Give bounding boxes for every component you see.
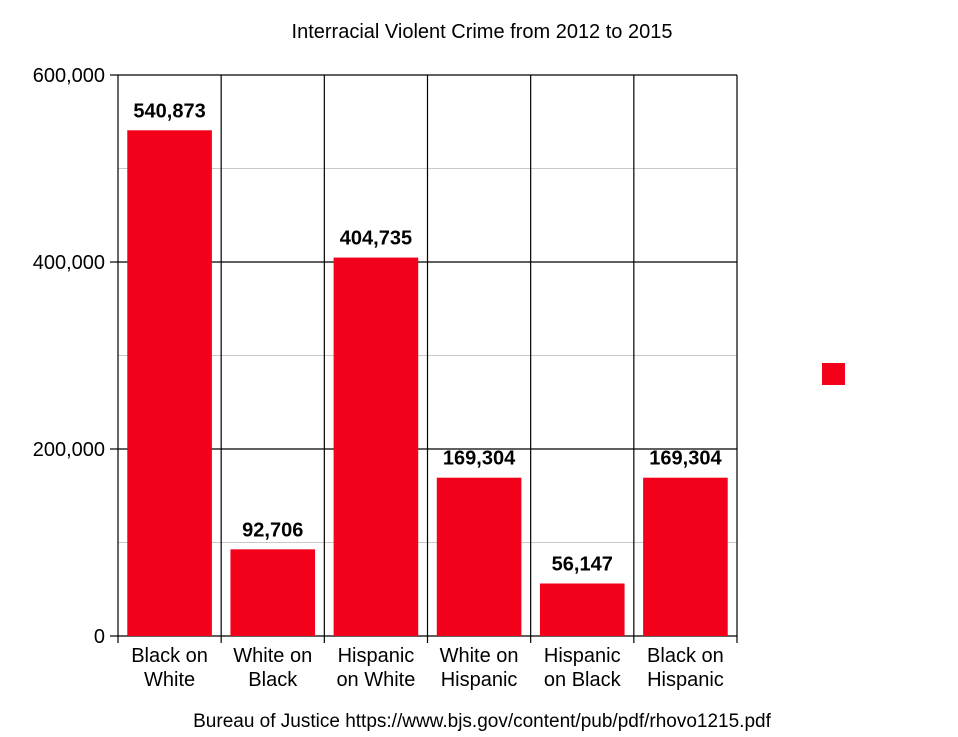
x-tick-label: White on Hispanic (440, 645, 519, 691)
legend-swatch (822, 363, 845, 385)
y-tick-label: 0 (94, 626, 105, 648)
chart-title: Interracial Violent Crime from 2012 to 2… (292, 21, 673, 43)
value-label: 404,735 (340, 228, 412, 250)
value-label: 92,706 (242, 519, 303, 541)
x-tick-label: Black on Hispanic (647, 645, 724, 691)
x-tick-label: Hispanic on Black (544, 645, 622, 691)
y-tick-label: 200,000 (33, 439, 105, 461)
bar (230, 549, 316, 636)
value-label: 540,873 (133, 100, 205, 122)
value-label: 56,147 (552, 554, 613, 576)
source-note: Bureau of Justice https://www.bjs.gov/co… (193, 711, 771, 732)
y-tick-label: 400,000 (33, 252, 105, 274)
bar (436, 477, 522, 636)
value-label: 169,304 (649, 448, 722, 470)
bar (127, 130, 212, 636)
x-tick-label: Black on White (131, 645, 208, 691)
bar (333, 257, 419, 636)
y-tick-label: 600,000 (33, 65, 105, 87)
x-tick-label: White on Black (233, 645, 312, 691)
value-label: 169,304 (443, 448, 516, 470)
bar (643, 477, 728, 636)
bar (539, 583, 625, 636)
x-tick-label: Hispanic on White (336, 645, 415, 691)
